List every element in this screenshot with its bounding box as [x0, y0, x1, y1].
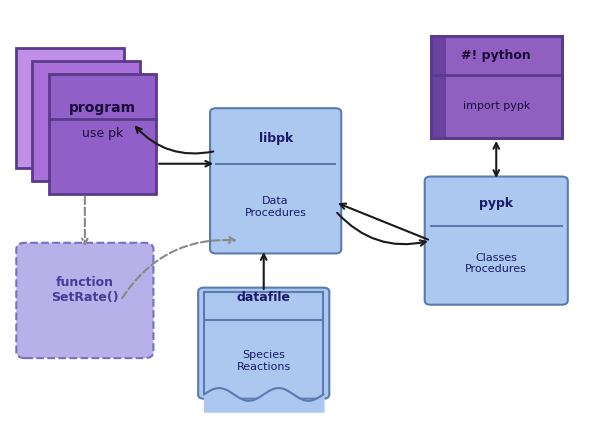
Text: libpk: libpk: [259, 132, 293, 145]
Text: use pk: use pk: [82, 127, 123, 140]
Text: datafile: datafile: [237, 291, 291, 304]
Text: pypk: pypk: [479, 197, 513, 210]
Text: Classes
Procedures: Classes Procedures: [465, 252, 527, 274]
Text: Data
Procedures: Data Procedures: [245, 196, 307, 218]
Bar: [431, 36, 446, 138]
FancyBboxPatch shape: [16, 243, 153, 358]
Bar: [431, 36, 562, 138]
FancyBboxPatch shape: [210, 108, 341, 253]
Bar: [16, 49, 123, 168]
Bar: [32, 61, 140, 181]
Text: #! python: #! python: [461, 49, 531, 61]
Text: program: program: [69, 101, 136, 114]
Text: Species
Reactions: Species Reactions: [237, 350, 291, 372]
FancyBboxPatch shape: [425, 177, 568, 305]
Text: function
SetRate(): function SetRate(): [51, 276, 119, 304]
Bar: [49, 74, 156, 194]
Text: import pypk: import pypk: [462, 101, 530, 111]
FancyBboxPatch shape: [198, 288, 329, 399]
